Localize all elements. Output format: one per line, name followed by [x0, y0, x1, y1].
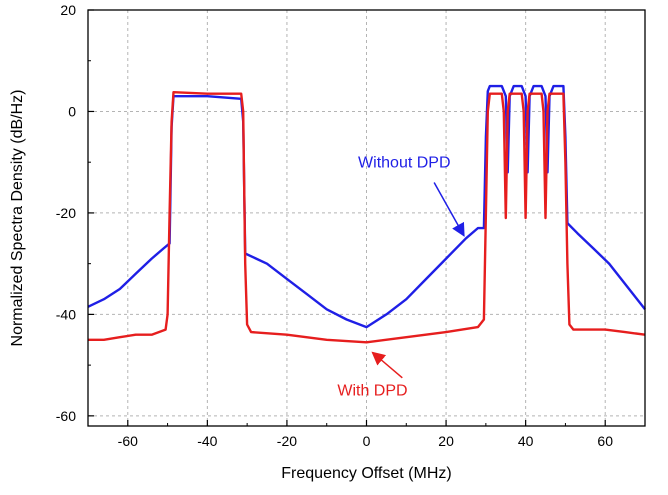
- annotations: Without DPD With DPD: [337, 154, 465, 400]
- x-tick-label: 20: [438, 433, 454, 449]
- annotation-arrow: [371, 351, 403, 379]
- y-tick-label: 20: [60, 2, 76, 18]
- x-tick-label: 60: [597, 433, 613, 449]
- series-group: [87, 84, 646, 344]
- annotation-arrow: [433, 182, 465, 237]
- annotation-label: With DPD: [337, 383, 407, 400]
- x-tick-label: 40: [518, 433, 534, 449]
- axis-ticks: -60 -40 -20 0 20 40 60 -60 -40 -20 0 20: [56, 2, 646, 449]
- x-axis-label: Frequency Offset (MHz): [281, 465, 451, 482]
- y-tick-label: -40: [56, 306, 76, 322]
- series-line-without-dpd: [87, 84, 646, 329]
- y-tick-label: 0: [68, 103, 76, 119]
- x-tick-label: 0: [363, 433, 371, 449]
- x-tick-label: -60: [118, 433, 138, 449]
- x-tick-label: -40: [197, 433, 217, 449]
- x-tick-label: -20: [277, 433, 297, 449]
- y-axis-label: Normalized Spectra Density (dB/Hz): [9, 90, 26, 347]
- series-line-with-dpd: [88, 90, 646, 344]
- grid-lines: [88, 10, 645, 426]
- y-tick-label: -60: [56, 408, 76, 424]
- y-tick-label: -20: [56, 205, 76, 221]
- annotation-label: Without DPD: [358, 154, 450, 171]
